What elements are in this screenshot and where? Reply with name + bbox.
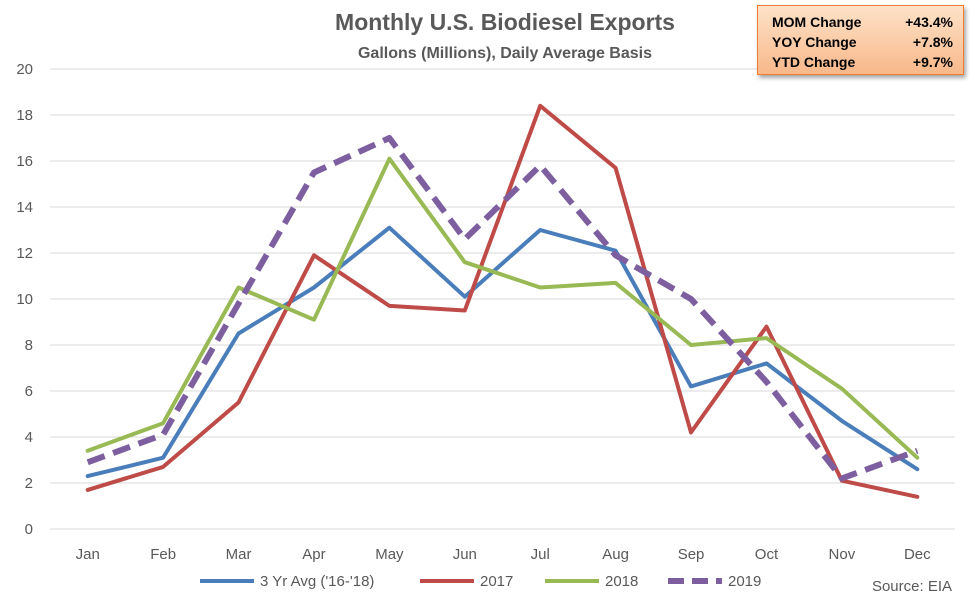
change-stats-box: MOM Change +43.4% YOY Change +7.8% YTD C… (757, 5, 964, 75)
stats-value: +7.8% (912, 34, 953, 50)
y-tick-label: 6 (25, 383, 33, 400)
stats-row-yoy: YOY Change +7.8% (772, 32, 953, 52)
stats-value: +43.4% (905, 14, 953, 30)
x-tick-label: Apr (302, 546, 325, 563)
y-tick-label: 14 (16, 199, 33, 216)
y-tick-label: 20 (16, 61, 33, 78)
y-tick-label: 16 (16, 153, 33, 170)
legend: 3 Yr Avg ('16-'18) 2017 2018 2019 (200, 573, 761, 590)
x-tick-label: Oct (755, 546, 779, 563)
stats-row-mom: MOM Change +43.4% (772, 12, 953, 32)
y-tick-label: 0 (25, 521, 33, 538)
x-tick-label: Mar (226, 546, 252, 563)
y-tick-label: 4 (25, 429, 33, 446)
legend-label: 2018 (605, 573, 638, 590)
series-line-2019 (86, 135, 919, 482)
series-line-2017 (85, 103, 920, 499)
y-tick-label: 12 (16, 245, 33, 262)
y-tick-label: 2 (25, 475, 33, 492)
x-tick-label: Sep (678, 546, 705, 563)
series-line-2018 (85, 156, 920, 460)
source-note: Source: EIA (872, 578, 952, 595)
x-tick-label: Dec (904, 546, 931, 563)
y-tick-label: 10 (16, 291, 33, 308)
series-lines (85, 103, 920, 499)
x-tick-label: May (375, 546, 404, 563)
x-tick-label: Jul (531, 546, 550, 563)
stats-label: YTD Change (772, 54, 856, 70)
gridlines (50, 68, 955, 530)
series-line-3-yr-avg-16-18 (85, 225, 920, 479)
x-tick-label: Aug (602, 546, 629, 563)
chart-subtitle: Gallons (Millions), Daily Average Basis (358, 45, 652, 62)
stats-value: +9.7% (912, 54, 953, 70)
x-tick-label: Jan (76, 546, 100, 563)
stats-label: YOY Change (772, 34, 857, 50)
legend-label: 2019 (728, 573, 761, 590)
x-tick-label: Feb (150, 546, 176, 563)
stats-row-ytd: YTD Change +9.7% (772, 52, 953, 72)
y-tick-label: 18 (16, 107, 33, 124)
legend-label: 3 Yr Avg ('16-'18) (260, 573, 374, 590)
x-axis: Jan Feb Mar Apr May Jun Jul Aug Sep Oct Nov Dec (76, 546, 932, 563)
legend-label: 2017 (480, 573, 513, 590)
x-tick-label: Jun (453, 546, 477, 563)
x-tick-label: Nov (829, 546, 856, 563)
stats-label: MOM Change (772, 14, 862, 30)
y-tick-label: 8 (25, 337, 33, 354)
chart-title: Monthly U.S. Biodiesel Exports (335, 9, 675, 35)
y-axis: 0 2 4 6 8 10 12 14 16 18 20 (16, 61, 33, 538)
